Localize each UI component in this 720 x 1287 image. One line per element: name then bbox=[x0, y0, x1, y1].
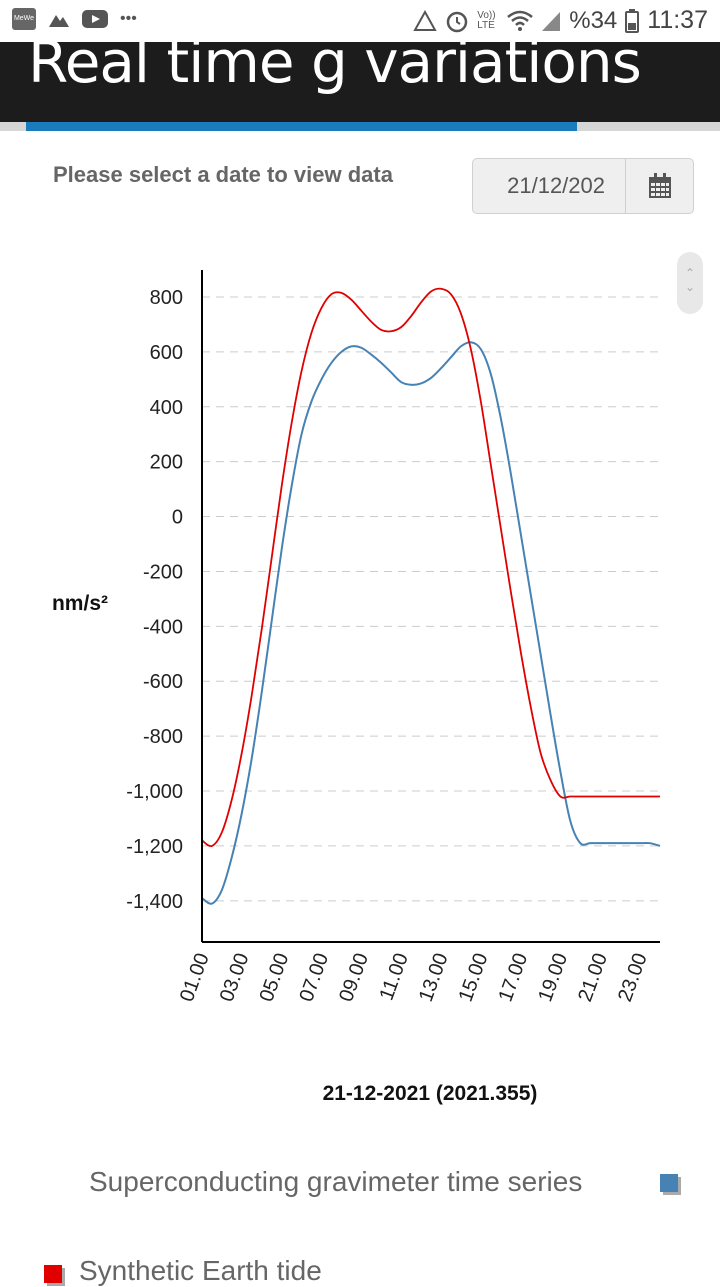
chart-grid bbox=[202, 296, 660, 902]
y-tick-label: 200 bbox=[150, 452, 183, 474]
x-tick-label: 05.00 bbox=[256, 950, 294, 1005]
alarm-icon bbox=[446, 11, 468, 32]
x-tick-label: 13.00 bbox=[415, 950, 453, 1005]
series-gravimeter-line bbox=[201, 341, 661, 905]
y-tick-label: -400 bbox=[143, 616, 183, 638]
series-earth-tide-line bbox=[201, 287, 660, 848]
date-select-label: Please select a date to view data bbox=[53, 162, 393, 187]
more-notifications-icon: ••• bbox=[120, 10, 137, 27]
y-tick-label: 0 bbox=[172, 507, 183, 529]
y-tick-label: -1,000 bbox=[126, 781, 183, 803]
legend-sg-swatch[interactable] bbox=[660, 1174, 678, 1192]
clock: 11:37 bbox=[647, 6, 708, 34]
x-tick-label: 01.00 bbox=[176, 950, 214, 1005]
chart-series bbox=[201, 287, 661, 905]
y-tick-label: -1,400 bbox=[126, 891, 183, 913]
x-tick-label: 03.00 bbox=[216, 950, 254, 1005]
legend-tide-swatch[interactable] bbox=[44, 1265, 62, 1283]
x-tick-label: 11.00 bbox=[376, 950, 413, 1003]
signal-icon bbox=[542, 11, 561, 31]
date-picker[interactable]: 21/12/202 bbox=[472, 158, 694, 214]
status-bar: MeWe ••• Vo)) LTE %34 11:37 bbox=[0, 0, 720, 42]
calendar-icon bbox=[649, 173, 671, 198]
x-axis-ticks: 01.00 03.00 05.00 07.00 09.00 11.00 13.00 15.00… bbox=[176, 950, 652, 1005]
y-tick-label: 400 bbox=[150, 397, 183, 419]
y-axis-label: nm/s² bbox=[52, 592, 108, 615]
scroll-up-icon[interactable]: ⌃ bbox=[684, 266, 696, 280]
page-title: Real time g variations bbox=[28, 42, 642, 96]
x-tick-label: 09.00 bbox=[335, 950, 373, 1005]
calendar-button[interactable] bbox=[625, 159, 694, 213]
x-axis-label: 21-12-2021 (2021.355) bbox=[323, 1082, 538, 1105]
app-notification-icon: MeWe bbox=[12, 8, 36, 30]
y-tick-label: 600 bbox=[150, 342, 183, 364]
youtube-icon bbox=[82, 10, 108, 28]
page-progress-fill bbox=[26, 122, 577, 131]
wifi-icon bbox=[507, 10, 534, 31]
image-notification-icon bbox=[49, 15, 69, 27]
y-tick-label: 800 bbox=[150, 287, 183, 309]
legend-sg-label[interactable]: Superconducting gravimeter time series bbox=[89, 1166, 583, 1197]
page-header: Real time g variations bbox=[0, 42, 720, 122]
page-progress-track bbox=[0, 122, 720, 131]
x-tick-label: 07.00 bbox=[295, 950, 333, 1005]
battery-icon bbox=[625, 8, 640, 33]
date-input[interactable]: 21/12/202 bbox=[507, 173, 605, 198]
x-tick-label: 23.00 bbox=[614, 950, 652, 1005]
battery-percent: %34 bbox=[569, 6, 618, 34]
x-tick-label: 15.00 bbox=[455, 950, 493, 1005]
y-tick-label: -800 bbox=[143, 726, 183, 748]
recycle-icon bbox=[413, 9, 437, 31]
y-tick-label: -1,200 bbox=[126, 836, 183, 858]
x-tick-label: 17.00 bbox=[495, 950, 533, 1005]
y-axis-ticks: 800 600 400 200 0 -200 -400 -600 -800 -1,000 -1,20… bbox=[126, 287, 183, 913]
volte-indicator: Vo)) LTE bbox=[477, 9, 496, 31]
y-tick-label: -600 bbox=[143, 671, 183, 693]
status-bar-right: Vo)) LTE %34 11:37 bbox=[413, 6, 708, 35]
x-tick-label: 21.00 bbox=[574, 950, 612, 1005]
y-tick-label: -200 bbox=[143, 561, 183, 583]
status-bar-left: MeWe ••• bbox=[12, 8, 137, 30]
legend-tide-label[interactable]: Synthetic Earth tide bbox=[79, 1255, 322, 1286]
scroll-down-icon[interactable]: ⌄ bbox=[684, 280, 696, 294]
x-tick-label: 19.00 bbox=[534, 950, 572, 1005]
g-variation-chart: 800 600 400 200 0 -200 -400 -600 -800 -1,000 -1,20… bbox=[52, 270, 661, 1105]
scroll-stepper[interactable]: ⌃ ⌄ bbox=[677, 252, 703, 314]
